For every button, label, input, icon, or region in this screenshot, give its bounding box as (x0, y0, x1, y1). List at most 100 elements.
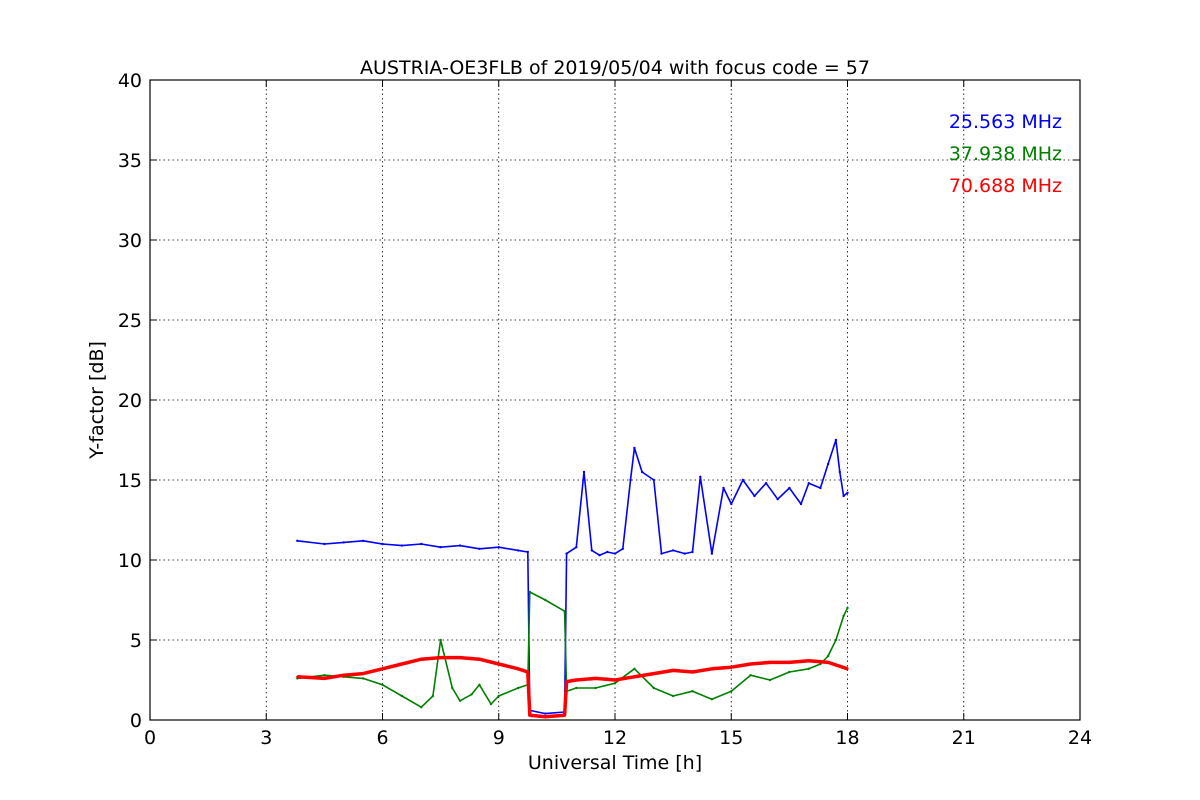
data-point (710, 667, 714, 670)
data-point (458, 544, 462, 547)
legend-entry: 70.688 MHz (949, 175, 1062, 197)
legend: 25.563 MHz 37.938 MHz 70.688 MHz (949, 111, 1062, 197)
data-point (590, 549, 593, 552)
data-point (400, 544, 404, 547)
data-point (323, 677, 326, 680)
legend-entry: 25.563 MHz (949, 111, 1062, 133)
data-point (788, 670, 791, 674)
data-point (699, 475, 702, 478)
data-point (497, 662, 500, 666)
x-tick-label: 18 (835, 727, 859, 749)
data-point (361, 539, 365, 542)
data-point (563, 714, 566, 717)
data-point (544, 598, 547, 602)
data-point (439, 656, 442, 659)
data-point (834, 638, 838, 642)
data-point (613, 552, 617, 555)
grid (150, 80, 1080, 720)
series-line (297, 655, 849, 719)
data-point (730, 666, 733, 669)
data-point (565, 552, 568, 555)
data-point (652, 672, 655, 675)
data-point (296, 539, 299, 542)
data-point (594, 686, 597, 690)
data-point (478, 658, 481, 661)
data-point (749, 662, 752, 666)
data-point (458, 656, 462, 659)
data-point (842, 494, 845, 498)
series-0 (296, 438, 849, 715)
data-point (381, 542, 384, 546)
data-point (621, 547, 624, 550)
data-point (683, 552, 686, 555)
y-tick-label: 40 (118, 70, 142, 92)
data-point (400, 694, 404, 698)
data-point (528, 590, 531, 594)
data-point (652, 686, 655, 690)
data-point (819, 486, 822, 490)
data-point (478, 547, 481, 550)
data-point (788, 661, 791, 664)
chart-title: AUSTRIA-OE3FLB of 2019/05/04 with focus … (360, 57, 870, 79)
data-point (710, 698, 714, 701)
data-point (788, 486, 791, 490)
data-point (451, 686, 454, 690)
series-1 (296, 590, 849, 709)
data-point (544, 712, 547, 715)
y-tick-label: 20 (118, 390, 142, 412)
y-tick-label: 5 (130, 630, 142, 652)
legend-entry: 37.938 MHz (949, 143, 1062, 165)
data-point (516, 549, 520, 552)
data-point (691, 550, 694, 554)
data-point (671, 669, 675, 672)
data-point (710, 552, 714, 555)
data-point (323, 674, 326, 677)
data-point (691, 670, 694, 674)
data-point (598, 554, 601, 557)
data-point (613, 682, 617, 685)
data-point (846, 491, 849, 494)
data-point (439, 546, 442, 549)
x-tick-label: 3 (260, 727, 272, 749)
data-point (594, 677, 597, 680)
data-point (582, 470, 586, 474)
data-point (489, 702, 493, 706)
data-point (842, 614, 845, 618)
y-tick-label: 10 (118, 550, 142, 572)
data-point (749, 674, 752, 677)
data-point (834, 438, 838, 442)
series-group (296, 438, 849, 719)
y-axis-label: Y-factor [dB] (86, 341, 108, 460)
y-tick-label: 15 (118, 470, 142, 492)
x-tick-label: 15 (719, 727, 743, 749)
x-tick-label: 0 (144, 727, 156, 749)
data-point (361, 677, 365, 680)
data-point (342, 541, 345, 544)
data-point (575, 546, 578, 549)
data-point (526, 670, 529, 674)
data-point (516, 686, 520, 690)
data-point (606, 550, 609, 554)
data-point (764, 482, 768, 485)
data-point (629, 478, 632, 482)
x-tick-label: 12 (603, 727, 627, 749)
data-point (846, 606, 849, 610)
data-point (381, 667, 384, 670)
x-tick-label: 24 (1068, 727, 1092, 749)
data-point (528, 714, 531, 717)
data-point (768, 678, 772, 682)
data-point (431, 694, 435, 698)
data-point (470, 693, 473, 696)
data-point (768, 661, 772, 664)
y-tick-label: 0 (130, 710, 142, 732)
data-point (722, 486, 725, 490)
data-point (633, 446, 636, 450)
data-point (613, 678, 617, 682)
x-tick-label: 21 (952, 727, 976, 749)
data-point (753, 494, 756, 498)
x-tick-label: 9 (493, 727, 505, 749)
data-point (846, 667, 849, 670)
y-tick-label: 35 (118, 150, 142, 172)
x-tick-label: 6 (376, 727, 388, 749)
data-point (691, 690, 694, 693)
